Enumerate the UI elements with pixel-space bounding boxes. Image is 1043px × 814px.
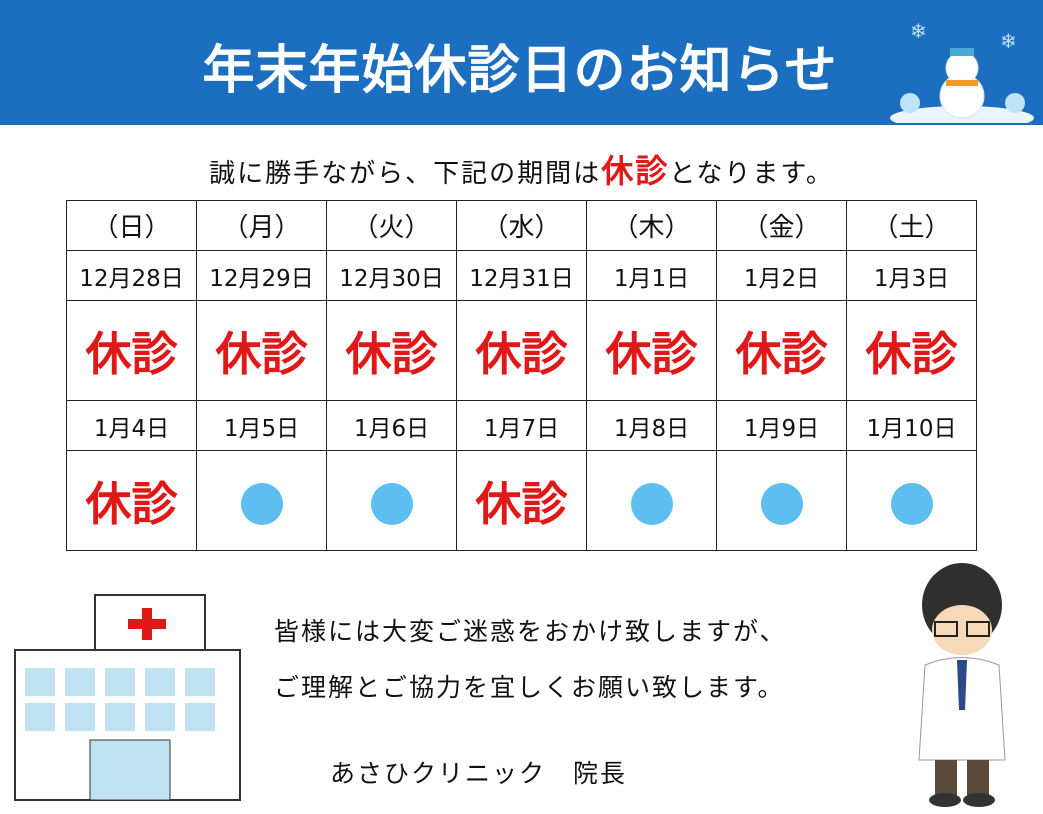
intro-emphasis: 休診: [601, 152, 670, 190]
signature: あさひクリニック 院長: [330, 759, 628, 788]
intro-text: となります。: [669, 159, 834, 189]
closed-cell: 休診: [456, 450, 587, 551]
date-cell: 1月6日: [326, 400, 457, 451]
weekday-cell: （金）: [716, 200, 847, 251]
open-marker: [630, 483, 673, 525]
open-cell: [846, 450, 977, 551]
closed-cell: 休診: [846, 300, 977, 401]
closed-cell: 休診: [66, 300, 197, 401]
message-line: ご理解とご協力を宜しくお願い致します。: [274, 673, 785, 702]
date-cell: 1月9日: [716, 400, 847, 451]
weekday-cell: （月）: [196, 200, 327, 251]
date-cell: 12月29日: [196, 250, 327, 301]
date-row: 12月28日 12月29日 12月30日 12月31日 1月1日 1月2日 1月3日: [66, 250, 977, 301]
weekday-cell: （日）: [66, 200, 197, 251]
intro-text: 誠に勝手ながら、下記の期間は: [209, 159, 602, 189]
date-cell: 1月10日: [846, 400, 977, 451]
open-cell: [196, 450, 327, 551]
svg-text:❄: ❄: [1000, 29, 1017, 53]
date-cell: 12月31日: [456, 250, 587, 301]
message-line: 皆様には大変ご迷惑をおかけ致しますが、: [274, 617, 787, 646]
clinic-illustration: [14, 594, 241, 801]
closed-cell: 休診: [586, 300, 717, 401]
date-cell: 1月3日: [846, 250, 977, 301]
status-row: 休診 休診: [66, 450, 977, 551]
date-row: 1月4日 1月5日 1月6日 1月7日 1月8日 1月9日 1月10日: [66, 400, 977, 451]
intro: 誠に勝手ながら、下記の期間は休診となります。: [0, 146, 1043, 192]
closed-cell: 休診: [66, 450, 197, 551]
svg-text:❄: ❄: [910, 19, 927, 43]
closed-cell: 休診: [326, 300, 457, 401]
schedule-table: （日） （月） （火） （水） （木） （金） （土） 12月28日 12月29日 12月30日 1…: [66, 200, 977, 551]
open-cell: [586, 450, 717, 551]
open-marker: [760, 483, 803, 525]
weekday-cell: （土）: [846, 200, 977, 251]
title: 年末年始休診日のお知らせ: [202, 41, 838, 101]
date-cell: 1月5日: [196, 400, 327, 451]
open-marker: [240, 483, 283, 525]
doctor-illustration: [918, 563, 1006, 807]
open-marker: [890, 483, 933, 525]
date-cell: 12月28日: [66, 250, 197, 301]
date-cell: 1月8日: [586, 400, 717, 451]
open-cell: [716, 450, 847, 551]
weekday-row: （日） （月） （火） （水） （木） （金） （土）: [66, 200, 977, 251]
date-cell: 1月7日: [456, 400, 587, 451]
status-row: 休診 休診 休診 休診 休診 休診 休診: [66, 300, 977, 401]
weekday-cell: （水）: [456, 200, 587, 251]
open-cell: [326, 450, 457, 551]
date-cell: 1月4日: [66, 400, 197, 451]
date-cell: 12月30日: [326, 250, 457, 301]
weekday-cell: （火）: [326, 200, 457, 251]
date-cell: 1月1日: [586, 250, 717, 301]
open-marker: [370, 483, 413, 525]
weekday-cell: （木）: [586, 200, 717, 251]
snowman-illustration: ❄ ❄: [890, 19, 1034, 123]
closed-cell: 休診: [716, 300, 847, 401]
closed-cell: 休診: [456, 300, 587, 401]
closed-cell: 休診: [196, 300, 327, 401]
header-banner: [0, 0, 1043, 125]
date-cell: 1月2日: [716, 250, 847, 301]
